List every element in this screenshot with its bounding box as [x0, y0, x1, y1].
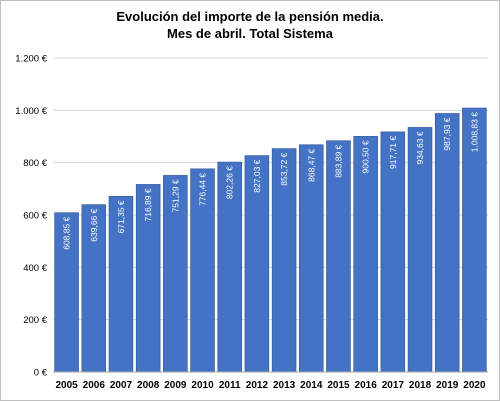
- data-label: 1.008,83 €: [469, 112, 479, 152]
- data-label: 776,44 €: [198, 173, 208, 206]
- chart-title: Evolución del importe de la pensión medi…: [116, 9, 384, 24]
- data-label: 900,50 €: [361, 140, 371, 173]
- data-label: 868,47 €: [306, 148, 316, 181]
- x-tick-label: 2014: [300, 380, 323, 391]
- x-tick-label: 2018: [409, 380, 432, 391]
- y-tick-label: 800 €: [23, 158, 47, 169]
- x-tick-label: 2011: [219, 380, 241, 391]
- y-tick-label: 0 €: [34, 368, 48, 379]
- x-tick-label: 2016: [355, 380, 378, 391]
- x-tick-label: 2010: [191, 380, 214, 391]
- x-tick-label: 2013: [273, 380, 296, 391]
- data-label: 853,72 €: [279, 152, 289, 185]
- y-tick-label: 200 €: [23, 315, 47, 326]
- x-tick-label: 2005: [55, 380, 78, 391]
- x-tick-label: 2017: [382, 380, 405, 391]
- data-label: 883,89 €: [333, 144, 343, 177]
- data-label: 608,85 €: [62, 216, 72, 249]
- bar: [434, 113, 460, 373]
- x-tick-label: 2008: [137, 380, 160, 391]
- y-tick-label: 1.000 €: [15, 106, 47, 117]
- x-tick-label: 2007: [110, 380, 133, 391]
- chart-subtitle: Mes de abril. Total Sistema: [167, 26, 333, 41]
- data-label: 827,03 €: [252, 159, 262, 192]
- data-label: 917,71 €: [388, 136, 398, 169]
- x-tick-label: 2019: [436, 380, 459, 391]
- chart-title-block: Evolución del importe de la pensión medi…: [0, 8, 500, 42]
- data-label: 934,63 €: [415, 131, 425, 164]
- data-label: 751,29 €: [170, 179, 180, 212]
- y-tick-label: 600 €: [23, 211, 47, 222]
- data-label: 639,66 €: [89, 208, 99, 241]
- y-tick-label: 1.200 €: [15, 54, 47, 65]
- x-tick-label: 2006: [83, 380, 106, 391]
- y-tick-label: 400 €: [23, 263, 47, 274]
- x-tick-label: 2009: [164, 380, 187, 391]
- x-tick-label: 2012: [246, 380, 269, 391]
- data-label: 987,93 €: [442, 117, 452, 150]
- x-tick-label: 2020: [463, 380, 486, 391]
- data-label: 716,89 €: [143, 188, 153, 221]
- data-label: 802,26 €: [225, 166, 235, 199]
- data-label: 671,35 €: [116, 200, 126, 233]
- x-tick-label: 2015: [327, 380, 350, 391]
